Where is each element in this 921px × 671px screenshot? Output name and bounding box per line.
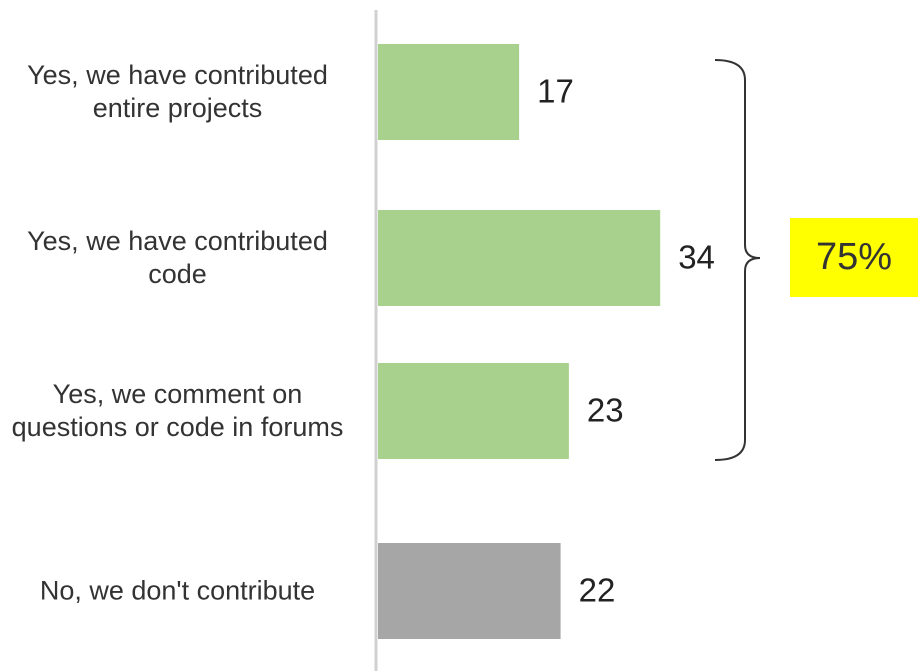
- bar: [378, 210, 661, 306]
- category-label: Yes, we have contributed code: [27, 226, 328, 289]
- category-label: Yes, we have contributed entire projects: [27, 60, 328, 123]
- bar: [378, 363, 569, 459]
- bar: [378, 44, 520, 140]
- value-label: 17: [537, 73, 574, 110]
- category-label: No, we don't contribute: [39, 575, 316, 606]
- value-label: 23: [587, 392, 624, 429]
- value-label: 22: [579, 572, 616, 609]
- bar: [378, 543, 561, 639]
- annotation: 75%: [790, 218, 918, 297]
- bracket: [714, 59, 761, 461]
- category-label: Yes, we comment on questions or code in …: [11, 379, 344, 442]
- value-label: 34: [678, 239, 715, 276]
